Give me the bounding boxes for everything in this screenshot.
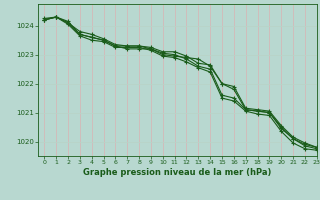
X-axis label: Graphe pression niveau de la mer (hPa): Graphe pression niveau de la mer (hPa) bbox=[84, 168, 272, 177]
